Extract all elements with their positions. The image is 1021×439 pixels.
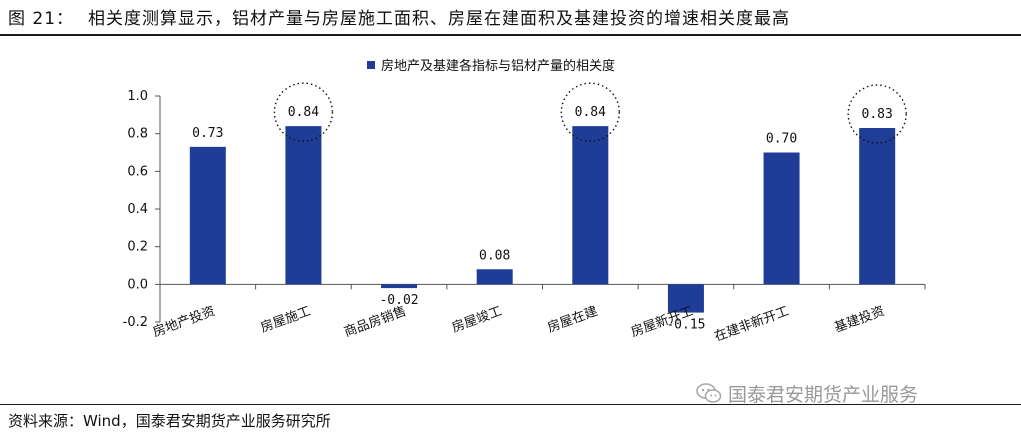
legend-swatch bbox=[367, 61, 375, 69]
value-label: -0.02 bbox=[379, 293, 418, 308]
value-label: 0.70 bbox=[766, 132, 797, 147]
category-label: 房屋新开工 bbox=[629, 303, 696, 340]
category-label: 房地产投资 bbox=[151, 303, 218, 340]
y-tick-label: 0.4 bbox=[127, 202, 148, 217]
wechat-icon bbox=[696, 383, 722, 403]
highlight-circle bbox=[560, 82, 621, 142]
title-divider bbox=[0, 34, 1021, 36]
category-label: 房屋在建 bbox=[545, 303, 599, 336]
value-label: 0.73 bbox=[192, 126, 223, 141]
bar bbox=[763, 152, 800, 285]
legend-label: 房地产及基建各指标与铝材产量的相关度 bbox=[381, 58, 615, 74]
bar bbox=[476, 269, 513, 285]
value-label: 0.84 bbox=[575, 105, 606, 120]
bar bbox=[667, 284, 704, 313]
footer-divider bbox=[0, 404, 1021, 405]
bar bbox=[572, 126, 609, 285]
value-label: 0.84 bbox=[288, 105, 319, 120]
category-label: 基建投资 bbox=[832, 303, 886, 336]
y-tick-label: 0.0 bbox=[127, 277, 148, 292]
y-tick-label: 0.8 bbox=[127, 127, 148, 142]
watermark: 国泰君安期货产业服务 bbox=[696, 381, 919, 406]
y-tick-label: 0.2 bbox=[127, 240, 148, 255]
highlight-circle bbox=[273, 82, 334, 142]
bar bbox=[189, 146, 226, 285]
category-label: 商品房销售 bbox=[342, 303, 409, 340]
value-label: -0.15 bbox=[666, 318, 705, 333]
figure-title-row: 图 21： 相关度测算显示，铝材产量与房屋施工面积、房屋在建面积及基建投资的增速相… bbox=[8, 4, 790, 29]
bar bbox=[381, 284, 418, 289]
watermark-text: 国泰君安期货产业服务 bbox=[728, 383, 919, 406]
y-tick-label: 0.6 bbox=[127, 164, 148, 179]
source-note: 资料来源：Wind，国泰君安期货产业服务研究所 bbox=[8, 412, 331, 430]
y-tick-label: 1.0 bbox=[127, 89, 148, 104]
category-label: 房屋施工 bbox=[258, 303, 312, 336]
bar bbox=[859, 128, 896, 285]
figure-label: 图 21： bbox=[8, 9, 75, 29]
figure-title: 相关度测算显示，铝材产量与房屋施工面积、房屋在建面积及基建投资的增速相关度最高 bbox=[88, 9, 791, 29]
y-tick-label: -0.2 bbox=[123, 315, 148, 330]
highlight-circle bbox=[847, 84, 907, 144]
category-label: 在建非新开工 bbox=[712, 303, 791, 345]
value-label: 0.08 bbox=[479, 248, 510, 263]
bar bbox=[285, 126, 322, 285]
value-label: 0.83 bbox=[862, 107, 893, 122]
category-label: 房屋竣工 bbox=[450, 303, 504, 336]
bar-chart: -0.2 0.0 0.2 0.4 0.6 0.8 1.0 房地产及基建各指标与铝材产量的相关度… bbox=[123, 58, 926, 345]
